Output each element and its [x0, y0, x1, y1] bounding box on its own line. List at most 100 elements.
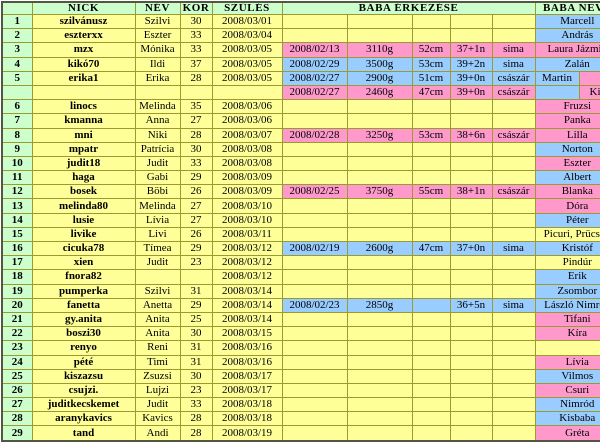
row-due-date: 2008/03/16 [211, 340, 283, 356]
table-row: 4 kikó70 Ildi 37 2008/03/05 2008/02/29 3500g 53… [1, 56, 600, 72]
row-birth-mode [491, 170, 536, 186]
row-gestation-week [449, 368, 493, 384]
row-birth-length: 52cm [411, 42, 451, 58]
row-birth-length [411, 226, 451, 243]
row-baby-name: Fruzsi [534, 99, 600, 115]
table-row: 1 szilvánusz Szilvi 30 2008/03/01 Marcell [1, 13, 600, 30]
row-birth-length [411, 297, 451, 313]
row-baby-name: László Nimród [534, 297, 600, 313]
row-birth-date [281, 113, 348, 129]
row-gestation-week [449, 411, 493, 427]
row-birth-weight: 3500g [346, 56, 413, 72]
row-nick: mpatr [31, 141, 136, 157]
table-row: 17 xien Judit 23 2008/03/12 Pindúr [1, 255, 600, 271]
row-nick: bosek [31, 184, 136, 200]
row-nick: pumperka [31, 283, 136, 299]
table-row: 16 cicuka78 Tímea 29 2008/03/12 2008/02/19 260… [1, 240, 600, 257]
row-age: 30 [179, 13, 213, 30]
row-name: Niki [134, 127, 181, 143]
row-birth-mode: sima [491, 297, 536, 313]
row-name: Livi [134, 226, 181, 243]
row-nick: mzx [31, 42, 136, 58]
row-name: Anetta [134, 297, 181, 313]
row-baby-name: Picuri, Prücsök [534, 226, 600, 243]
row-age: 35 [179, 99, 213, 115]
row-birth-mode [491, 99, 536, 115]
table-row: 26 csujzi. Lujzi 23 2008/03/17 Csuri [1, 382, 600, 399]
row-birth-date: 2008/02/25 [281, 184, 348, 200]
row-name: Timi [134, 354, 181, 370]
row-birth-date [281, 269, 348, 285]
row-birth-weight [346, 226, 413, 243]
row-age: 23 [179, 382, 213, 399]
row-birth-weight [346, 340, 413, 356]
row-birth-mode [491, 141, 536, 157]
row-nick [31, 84, 136, 101]
row-birth-weight [346, 212, 413, 228]
row-gestation-week [449, 340, 493, 356]
row-age: 29 [179, 170, 213, 186]
row-birth-date: 2008/02/13 [281, 42, 348, 58]
row-baby-name: Zsombor [534, 283, 600, 299]
row-age [179, 269, 213, 285]
row-birth-length: 47cm [411, 84, 451, 101]
row-nick: juditkecskemet [31, 397, 136, 413]
row-birth-date: 2008/02/27 [281, 84, 348, 101]
row-birth-mode [491, 155, 536, 172]
row-index: 24 [1, 354, 33, 370]
row-birth-weight: 2900g [346, 70, 413, 86]
row-baby-name: Dóra [534, 198, 600, 214]
row-index: 4 [1, 56, 33, 72]
row-due-date: 2008/03/11 [211, 226, 283, 243]
row-birth-date [281, 99, 348, 115]
row-birth-date [281, 397, 348, 413]
table-row: 12 bosek Böbi 26 2008/03/09 2008/02/25 3750g 55… [1, 184, 600, 200]
row-name: Judit [134, 255, 181, 271]
row-gestation-week [449, 311, 493, 328]
row-index: 28 [1, 411, 33, 427]
row-age: 28 [179, 70, 213, 86]
row-name: Anita [134, 311, 181, 328]
row-index: 11 [1, 170, 33, 186]
row-due-date: 2008/03/09 [211, 170, 283, 186]
row-due-date: 2008/03/06 [211, 99, 283, 115]
row-gestation-week [449, 326, 493, 342]
row-birth-mode: császár [491, 127, 536, 143]
row-index: 25 [1, 368, 33, 384]
row-birth-date: 2008/02/28 [281, 127, 348, 143]
row-due-date: 2008/03/07 [211, 127, 283, 143]
row-birth-length [411, 28, 451, 44]
row-index: 27 [1, 397, 33, 413]
row-birth-mode: császár [491, 70, 536, 86]
row-gestation-week [449, 425, 493, 442]
row-baby-name-second: Kira [578, 84, 600, 101]
row-index: 6 [1, 99, 33, 115]
row-birth-mode [491, 198, 536, 214]
row-name: Anna [134, 113, 181, 129]
row-birth-weight [346, 113, 413, 129]
row-birth-length [411, 283, 451, 299]
table-row: 14 lusie Lívia 27 2008/03/10 Péter [1, 212, 600, 228]
row-age: 28 [179, 411, 213, 427]
row-birth-date: 2008/02/29 [281, 56, 348, 72]
row-baby-name: András [534, 28, 600, 44]
row-baby-name: Panka [534, 113, 600, 129]
row-birth-date [281, 212, 348, 228]
row-birth-weight [346, 155, 413, 172]
row-age: 33 [179, 155, 213, 172]
row-birth-date: 2008/02/23 [281, 297, 348, 313]
table-row: 29 tand Andi 28 2008/03/19 Gréta [1, 425, 600, 442]
row-due-date: 2008/03/14 [211, 311, 283, 328]
row-age: 30 [179, 141, 213, 157]
row-due-date [211, 84, 283, 101]
row-index: 15 [1, 226, 33, 243]
row-birth-length [411, 368, 451, 384]
table-header-row: NICK NÉV KOR SZÜLÉS BABA ÉRKEZÉSE BABA N… [1, 1, 600, 15]
row-due-date: 2008/03/06 [211, 113, 283, 129]
table-row: 6 linocs Melinda 35 2008/03/06 Fruzsi [1, 99, 600, 115]
row-name: Zsuzsi [134, 368, 181, 384]
row-name: Kavics [134, 411, 181, 427]
row-baby-name: Vilmos [534, 368, 600, 384]
